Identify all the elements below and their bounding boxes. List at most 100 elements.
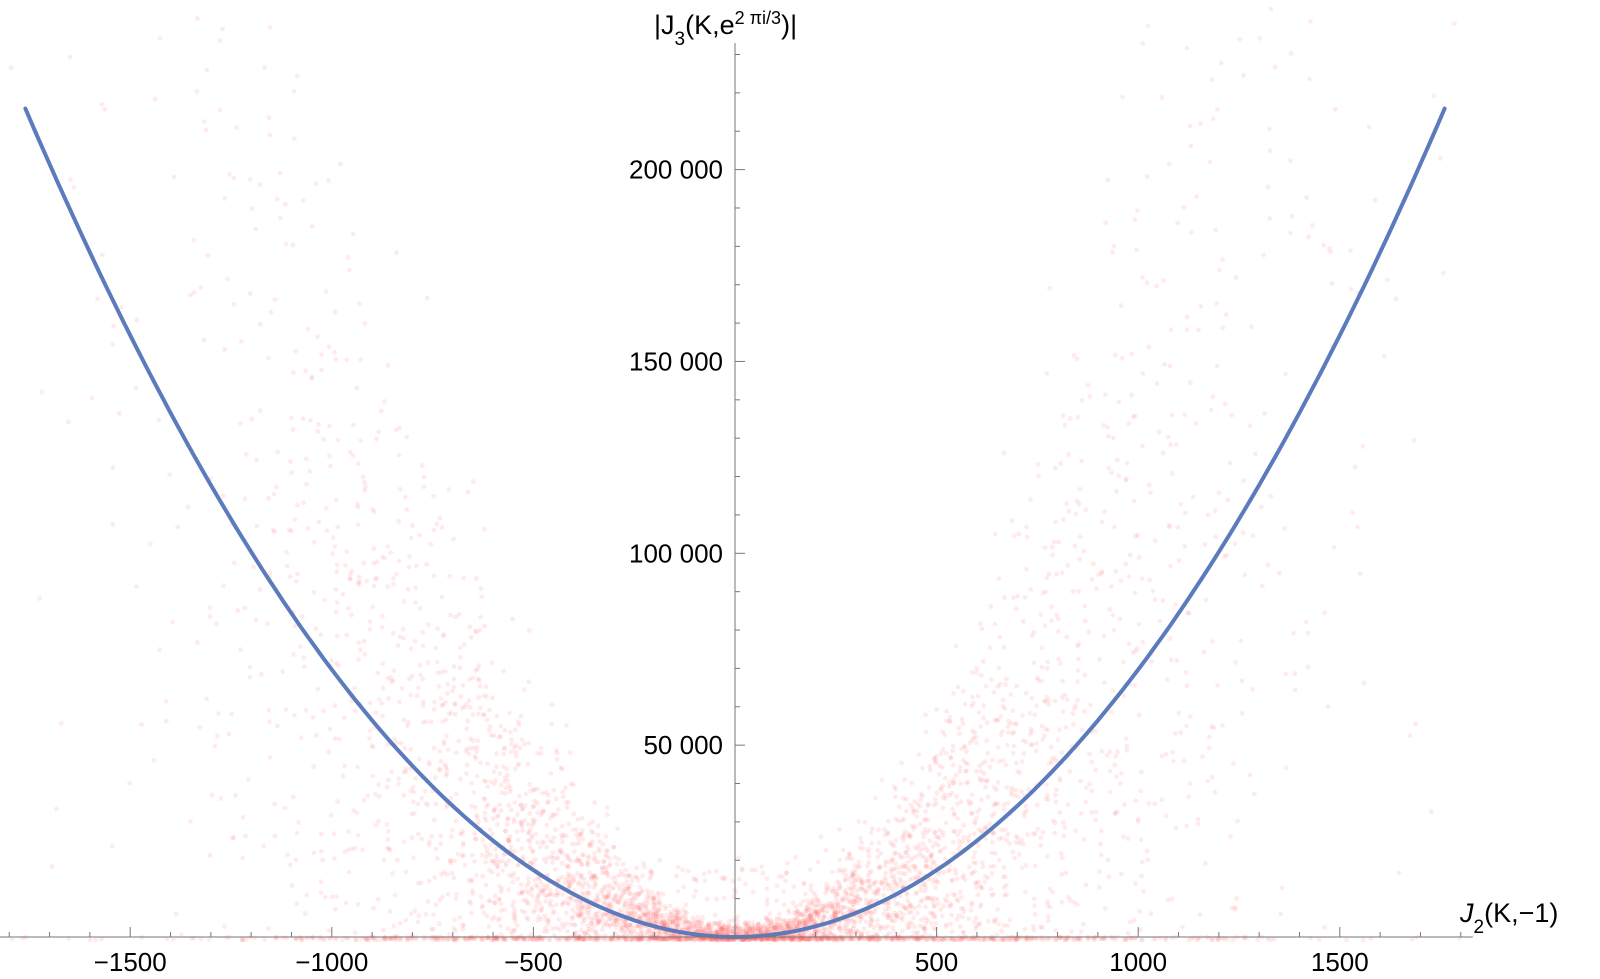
scatter-point [390,870,395,876]
scatter-point [592,877,597,882]
scatter-point [794,924,800,929]
scatter-point [742,920,748,926]
scatter-point [1174,658,1180,664]
scatter-point [960,906,966,911]
scatter-point [1195,816,1201,822]
scatter-point [687,924,692,929]
scatter-point [988,886,994,892]
scatter-point [1015,593,1020,599]
scatter-point [566,896,572,901]
scatter-point [1158,935,1163,941]
scatter-point [99,102,105,107]
scatter-point [1047,904,1053,910]
scatter-point [391,581,396,587]
scatter-point [675,864,681,870]
scatter-point [941,903,946,909]
scatter-point [1239,711,1245,716]
scatter-point [609,886,614,891]
scatter-point [904,796,909,802]
scatter-point [1348,248,1353,254]
scatter-point [704,924,709,929]
scatter-point [677,937,682,942]
scatter-point [677,910,683,915]
scatter-point [466,698,472,703]
scatter-point [883,870,889,876]
scatter-point [1268,6,1274,12]
scatter-point [805,917,810,923]
scatter-point [755,921,761,927]
scatter-point [1044,694,1050,700]
scatter-point [452,937,458,943]
scatter-point [1110,250,1115,255]
scatter-point [885,923,890,929]
scatter-point [355,522,361,528]
scatter-point [469,877,475,883]
scatter-point [635,937,641,943]
scatter-point [938,936,944,942]
scatter-point [370,604,376,610]
scatter-point [556,849,562,854]
scatter-point [530,822,535,828]
scatter-point [453,712,458,717]
scatter-point [640,888,645,893]
scatter-point [415,919,421,925]
scatter-point [788,937,794,943]
scatter-point [905,892,910,898]
scatter-point [593,937,598,942]
scatter-point [970,728,975,734]
scatter-point [852,884,857,890]
scatter-point [924,863,930,869]
scatter-point [347,571,353,577]
scatter-point [272,833,278,839]
scatter-point [419,836,424,842]
scatter-point [540,790,545,796]
scatter-point [834,937,840,943]
scatter-point [933,885,938,890]
scatter-point [542,913,548,919]
scatter-point [752,927,757,933]
scatter-point [483,882,489,888]
scatter-point [289,415,294,421]
scatter-point [998,732,1004,738]
scatter-point [556,876,562,882]
scatter-point [1201,649,1207,655]
scatter-point [257,587,263,592]
scatter-point [1112,810,1118,816]
scatter-point [1307,76,1312,82]
scatter-point [841,936,846,942]
scatter-point [1034,802,1040,808]
scatter-point [252,935,257,941]
scatter-point [674,913,680,919]
scatter-point [617,872,622,878]
scatter-point [1360,937,1366,943]
scatter-point [1176,558,1182,563]
scatter-point [517,793,522,799]
scatter-point [796,920,802,926]
scatter-point [324,528,330,534]
scatter-point [347,576,353,582]
scatter-point [957,764,963,770]
scatter-point [750,920,755,925]
scatter-point [916,842,922,848]
scatter-point [755,926,761,932]
scatter-point [850,893,856,899]
scatter-point [535,884,540,890]
scatter-point [1006,937,1012,942]
scatter-point [494,814,500,820]
scatter-point [657,857,663,863]
scatter-point [901,838,906,843]
scatter-point [1007,937,1012,942]
scatter-point [991,802,996,808]
scatter-point [811,890,817,896]
scatter-point [1242,572,1248,578]
scatter-point [503,860,509,866]
scatter-point [1076,656,1081,662]
scatter-point [847,907,853,912]
scatter-point [329,658,334,664]
scatter-point [1094,586,1099,592]
scatter-point [565,901,571,907]
scatter-point [973,880,979,885]
scatter-point [714,868,719,874]
scatter-point [961,834,967,840]
scatter-point [573,858,578,864]
